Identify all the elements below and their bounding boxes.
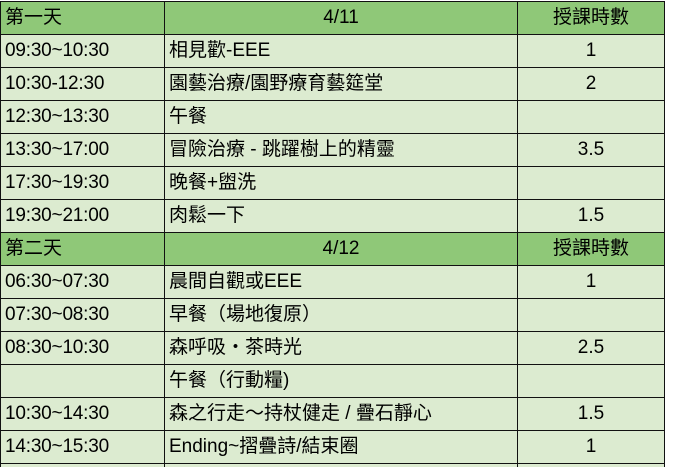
day-label-cell: 第二天 [0,232,165,266]
table-row: 14:30~15:30 Ending~摺疊詩/結束圈 1 [0,430,665,464]
table-row: 19:30~21:00 肉鬆一下 1.5 [0,199,665,233]
table-row: 13:30~17:00 冒險治療 - 跳躍樹上的精靈 3.5 [0,133,665,167]
hours-cell: 2.5 [517,331,665,365]
day-date-cell: 4/12 [164,232,518,266]
activity-cell: 森之行走～持杖健走 / 疊石靜心 [164,397,518,431]
time-cell: 10:30-12:30 [0,67,165,101]
table-row: 10:30-12:30 園藝治療/園野療育藝筵堂 2 [0,67,665,101]
hours-cell [517,298,665,332]
day-date-cell: 4/11 [164,1,518,35]
activity-cell: 園藝治療/園野療育藝筵堂 [164,67,518,101]
hours-cell: 1.5 [517,199,665,233]
time-cell: 12:30~13:30 [0,100,165,134]
time-cell: 06:30~07:30 [0,265,165,299]
schedule-table-body: 第一天 4/11 授課時數 09:30~10:30 相見歡-EEE 1 10:30-12:3… [0,1,665,467]
time-cell: 07:30~08:30 [0,298,165,332]
hours-cell: 3.5 [517,133,665,167]
time-cell: 17:30~19:30 [0,166,165,200]
time-cell [0,364,165,398]
hours-cell [517,166,665,200]
hours-cell: 1 [517,265,665,299]
time-cell: 19:30~21:00 [0,199,165,233]
activity-cell: Ending~摺疊詩/結束圈 [164,430,518,464]
activity-cell: 晨間自觀或EEE [164,265,518,299]
hours-cell: 1 [517,430,665,464]
table-row: 17:30~19:30 晚餐+盥洗 [0,166,665,200]
hours-column-header-cell: 授課時數 [517,232,665,266]
table-row: 午餐（行動糧) [0,364,665,398]
activity-cell: 冒險治療 - 跳躍樹上的精靈 [164,133,518,167]
hours-cell [517,364,665,398]
time-cell: 13:30~17:00 [0,133,165,167]
table-row: 07:30~08:30 早餐（場地復原） [0,298,665,332]
hours-cell [517,100,665,134]
time-cell: 09:30~10:30 [0,34,165,68]
activity-cell: 肉鬆一下 [164,199,518,233]
table-row: 06:30~07:30 晨間自觀或EEE 1 [0,265,665,299]
time-cell: 10:30~14:30 [0,397,165,431]
hours-cell: 2 [517,67,665,101]
activity-cell: 晚餐+盥洗 [164,166,518,200]
day-header-row: 第一天 4/11 授課時數 [0,1,665,35]
activity-cell: 午餐（行動糧) [164,364,518,398]
activity-cell: 午餐 [164,100,518,134]
time-cell: 08:30~10:30 [0,331,165,365]
table-row: 12:30~13:30 午餐 [0,100,665,134]
table-row: 10:30~14:30 森之行走～持杖健走 / 疊石靜心 1.5 [0,397,665,431]
time-cell: 14:30~15:30 [0,430,165,464]
activity-cell: 森呼吸・茶時光 [164,331,518,365]
hours-cell: 1.5 [517,397,665,431]
schedule-table: 第一天 4/11 授課時數 09:30~10:30 相見歡-EEE 1 10:30-12:3… [0,1,665,467]
hours-cell [517,463,665,467]
activity-cell: 相見歡-EEE [164,34,518,68]
table-row [0,463,665,467]
day-header-row: 第二天 4/12 授課時數 [0,232,665,266]
table-row: 08:30~10:30 森呼吸・茶時光 2.5 [0,331,665,365]
time-cell [0,463,165,467]
hours-cell: 1 [517,34,665,68]
activity-cell: 早餐（場地復原） [164,298,518,332]
hours-column-header-cell: 授課時數 [517,1,665,35]
activity-cell [164,463,518,467]
table-row: 09:30~10:30 相見歡-EEE 1 [0,34,665,68]
day-label-cell: 第一天 [0,1,165,35]
